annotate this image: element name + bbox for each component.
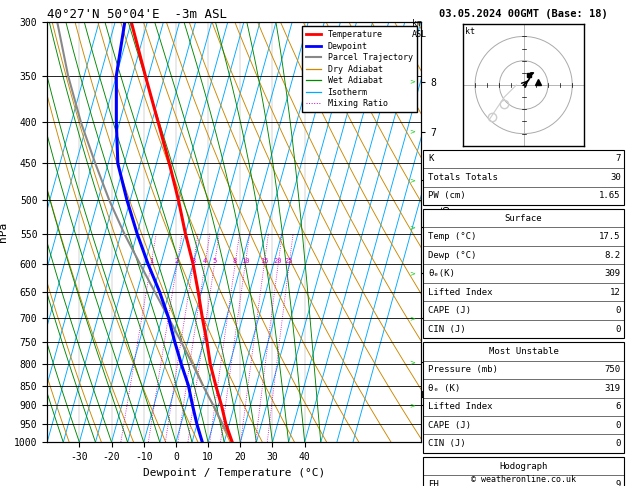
Text: 2: 2 xyxy=(175,258,179,264)
Text: 8.2: 8.2 xyxy=(604,251,621,260)
Text: Temp (°C): Temp (°C) xyxy=(428,232,477,241)
Text: 0: 0 xyxy=(615,421,621,430)
Text: >: > xyxy=(409,315,415,321)
Text: CAPE (J): CAPE (J) xyxy=(428,421,471,430)
Text: >: > xyxy=(409,224,415,230)
Text: >: > xyxy=(409,402,415,408)
Text: Lifted Index: Lifted Index xyxy=(428,288,493,296)
Text: K: K xyxy=(428,155,434,163)
Text: 20: 20 xyxy=(274,258,282,264)
Text: 15: 15 xyxy=(260,258,269,264)
Text: PW (cm): PW (cm) xyxy=(428,191,466,200)
Y-axis label: hPa: hPa xyxy=(0,222,8,242)
Text: CAPE (J): CAPE (J) xyxy=(428,306,471,315)
Text: 750: 750 xyxy=(604,365,621,374)
Text: EH: EH xyxy=(428,480,439,486)
Text: 25: 25 xyxy=(285,258,294,264)
Text: Lifted Index: Lifted Index xyxy=(428,402,493,411)
Text: >: > xyxy=(409,128,415,135)
Text: © weatheronline.co.uk: © weatheronline.co.uk xyxy=(471,474,576,484)
Text: 6: 6 xyxy=(615,402,621,411)
Text: 30: 30 xyxy=(610,173,621,182)
Text: 8: 8 xyxy=(233,258,237,264)
Text: 319: 319 xyxy=(604,384,621,393)
Text: Pressure (mb): Pressure (mb) xyxy=(428,365,498,374)
Text: Dewp (°C): Dewp (°C) xyxy=(428,251,477,260)
Text: Most Unstable: Most Unstable xyxy=(489,347,559,356)
Text: 309: 309 xyxy=(604,269,621,278)
Text: kt: kt xyxy=(465,27,476,36)
Text: θₑ(K): θₑ(K) xyxy=(428,269,455,278)
Legend: Temperature, Dewpoint, Parcel Trajectory, Dry Adiabat, Wet Adiabat, Isotherm, Mi: Temperature, Dewpoint, Parcel Trajectory… xyxy=(302,26,417,112)
Text: >: > xyxy=(409,270,415,277)
Text: km
ASL: km ASL xyxy=(412,19,427,39)
Text: >: > xyxy=(409,359,415,365)
Text: θₑ (K): θₑ (K) xyxy=(428,384,460,393)
Text: 0: 0 xyxy=(615,325,621,333)
Text: 3: 3 xyxy=(191,258,196,264)
Y-axis label: Mixing Ratio (g/kg): Mixing Ratio (g/kg) xyxy=(440,176,450,288)
Text: 03.05.2024 00GMT (Base: 18): 03.05.2024 00GMT (Base: 18) xyxy=(439,9,608,19)
Text: CIN (J): CIN (J) xyxy=(428,325,466,333)
Text: 12: 12 xyxy=(610,288,621,296)
Text: 0: 0 xyxy=(615,306,621,315)
Text: 5: 5 xyxy=(213,258,216,264)
Text: >: > xyxy=(409,177,415,183)
Text: 9: 9 xyxy=(615,480,621,486)
Text: 17.5: 17.5 xyxy=(599,232,621,241)
Text: 7: 7 xyxy=(615,155,621,163)
Text: 1: 1 xyxy=(149,258,153,264)
Text: 4: 4 xyxy=(203,258,207,264)
Text: Hodograph: Hodograph xyxy=(499,462,548,470)
Text: 0: 0 xyxy=(615,439,621,448)
Text: Surface: Surface xyxy=(505,214,542,223)
Text: 40°27'N 50°04'E  -3m ASL: 40°27'N 50°04'E -3m ASL xyxy=(47,8,227,21)
Text: LCL: LCL xyxy=(421,391,437,400)
Text: 10: 10 xyxy=(241,258,250,264)
Text: >: > xyxy=(409,79,415,85)
Text: Totals Totals: Totals Totals xyxy=(428,173,498,182)
X-axis label: Dewpoint / Temperature (°C): Dewpoint / Temperature (°C) xyxy=(143,468,325,478)
Text: 1.65: 1.65 xyxy=(599,191,621,200)
Text: CIN (J): CIN (J) xyxy=(428,439,466,448)
